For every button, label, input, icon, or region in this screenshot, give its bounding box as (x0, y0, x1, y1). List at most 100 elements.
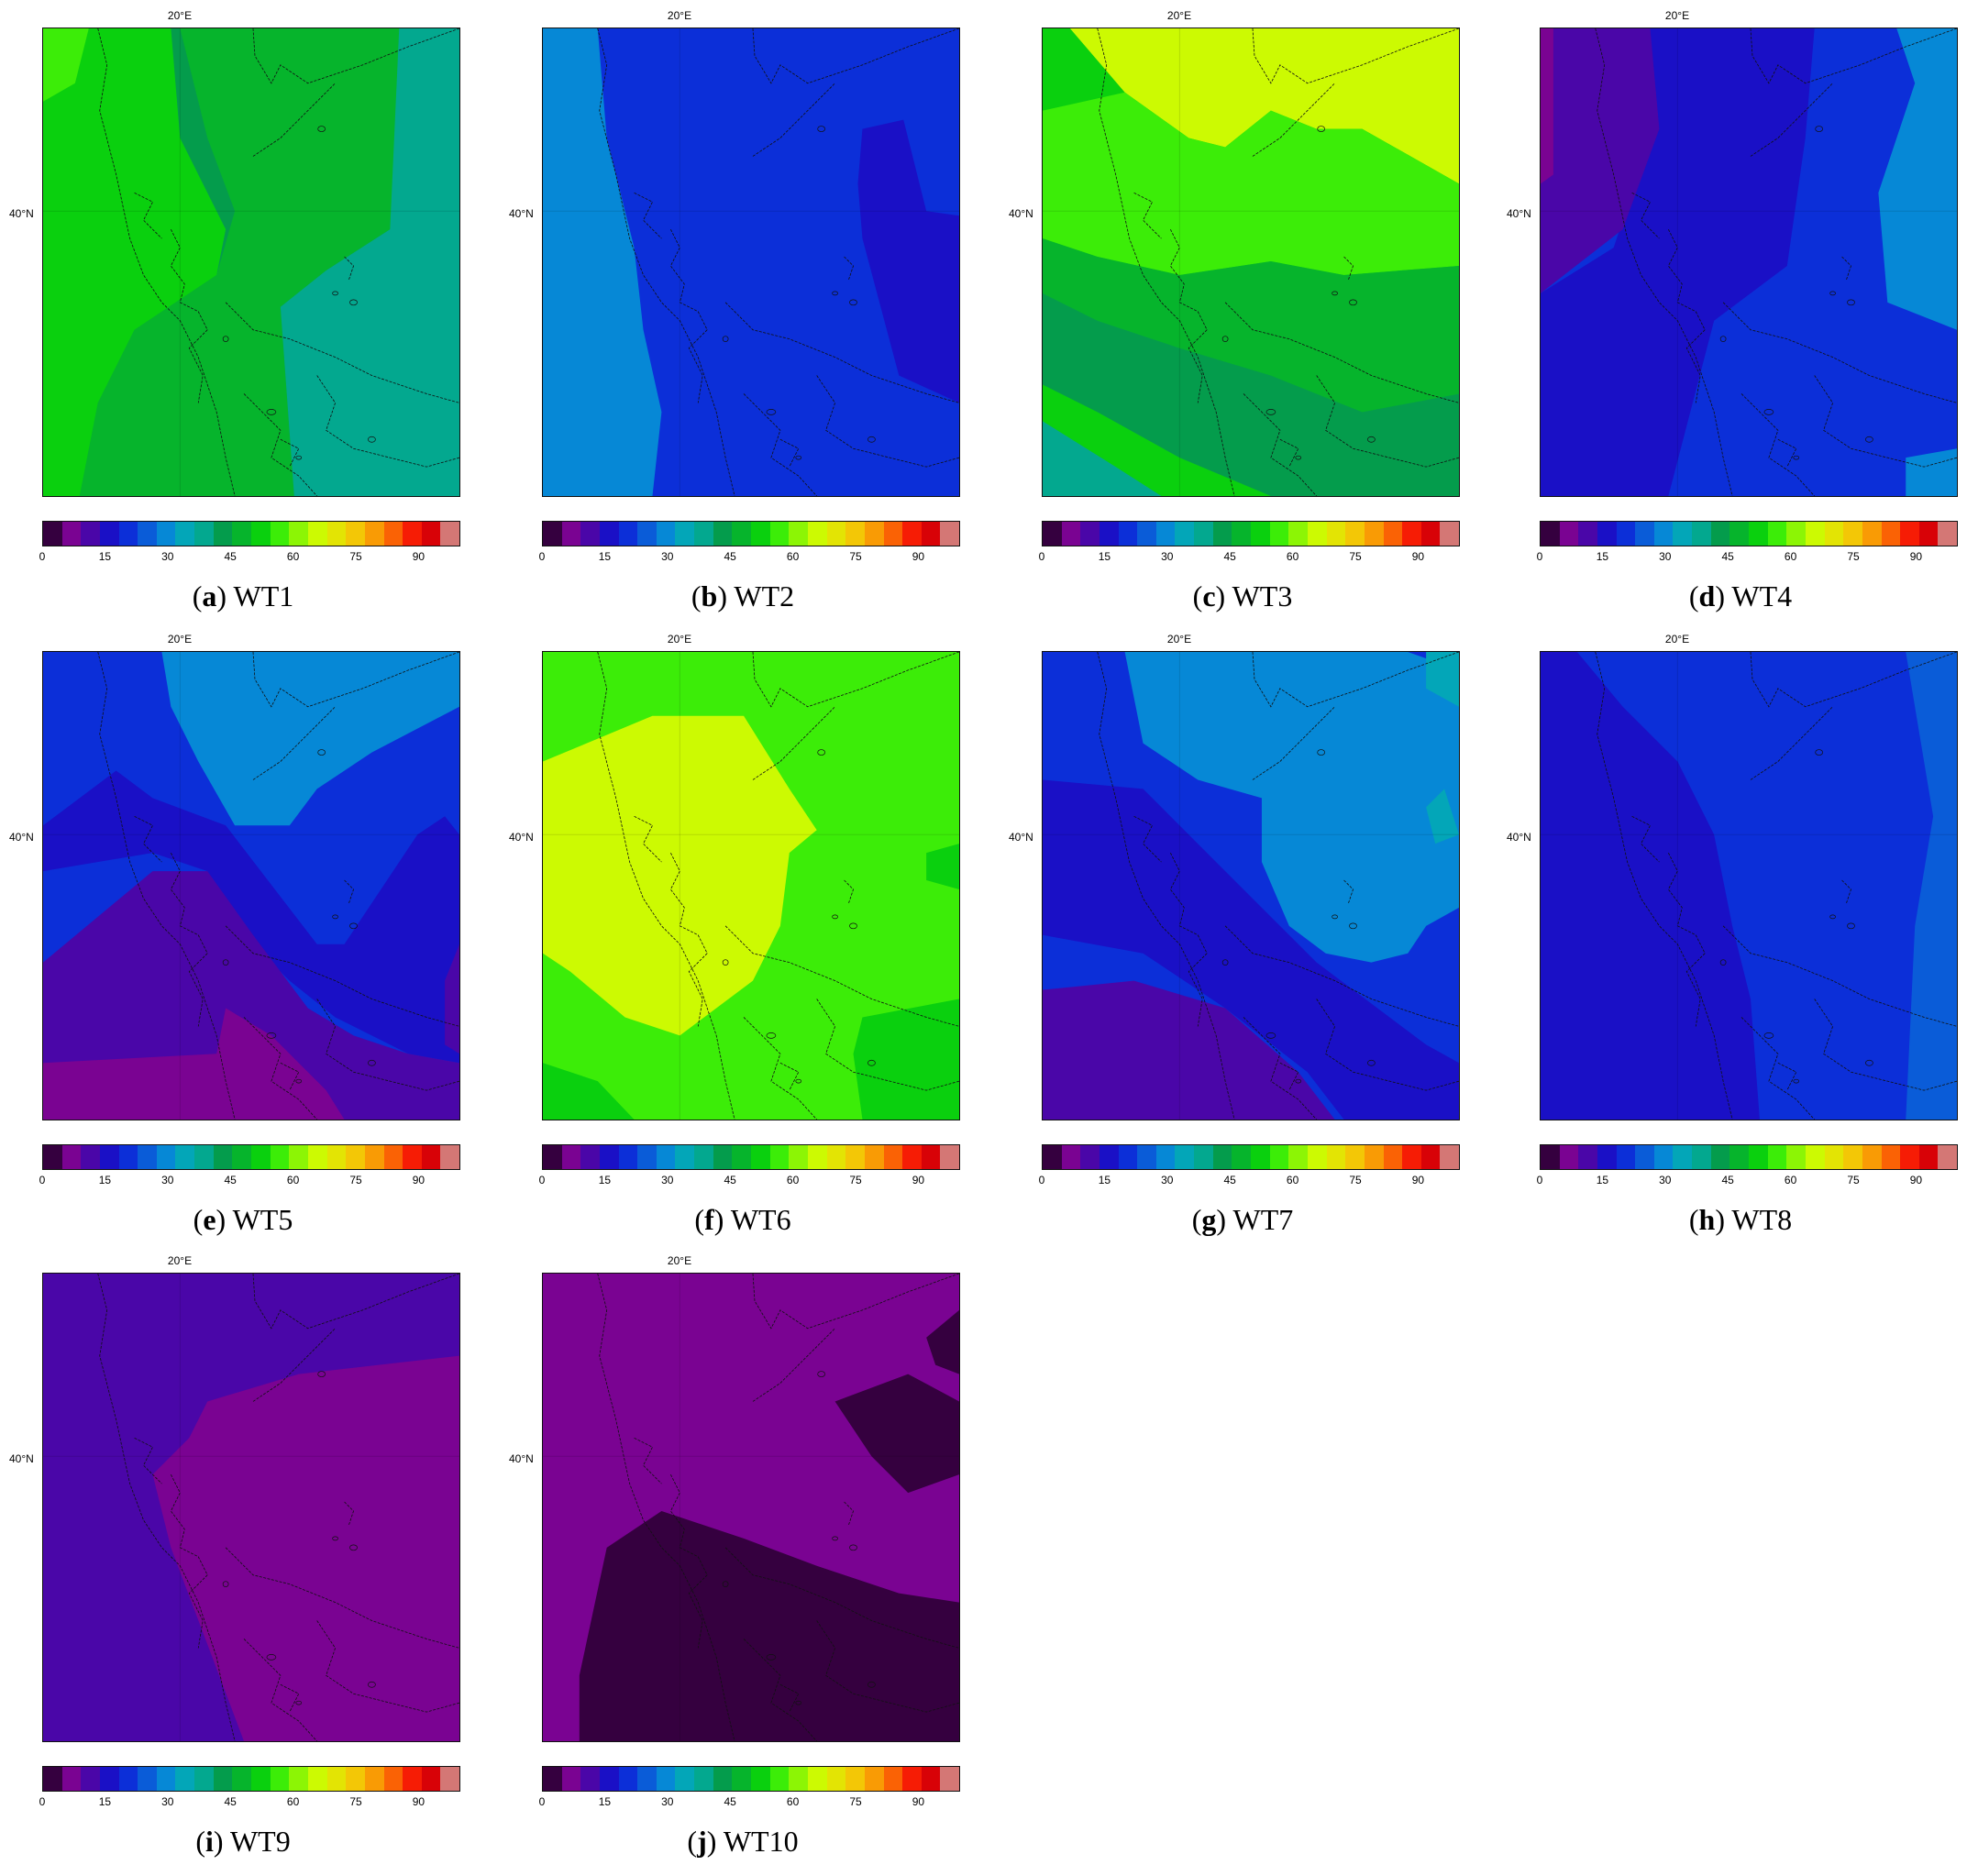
colorbar-swatch (346, 522, 365, 546)
colorbar-swatch (175, 1767, 195, 1791)
colorbar-tick-label: 45 (224, 550, 237, 563)
coastline (97, 1274, 236, 1741)
colorbar-swatch (845, 1767, 865, 1791)
contour-region (1541, 652, 1760, 1120)
colorbar-swatch (940, 1145, 960, 1169)
colorbar-swatch (326, 1145, 347, 1169)
colorbar-swatch (1364, 522, 1384, 546)
island-outline (1265, 1032, 1276, 1039)
colorbar-swatch (156, 1767, 176, 1791)
panel-caption: (j) WT10 (500, 1825, 986, 1859)
colorbar-swatch (1805, 1145, 1825, 1169)
longitude-label: 20°E (667, 9, 692, 22)
colorbar-swatch (1326, 1145, 1346, 1169)
island-outline (849, 922, 857, 930)
caption-name: WT5 (226, 1203, 293, 1236)
map-panel-j: 20°E 40°N 0 15 30 45 60 75 90 (j) WT10 (500, 1245, 986, 1859)
colorbar-swatch (732, 522, 752, 546)
colorbar-tick-label: 75 (849, 1174, 862, 1186)
colorbar-swatch (1440, 522, 1460, 546)
colorbar-tick-label: 60 (786, 1795, 800, 1808)
coastline (344, 1501, 354, 1526)
contour-map (1043, 28, 1459, 496)
colorbar-swatch (194, 522, 214, 546)
panel-caption: (b) WT2 (500, 579, 986, 613)
colorbar-swatch (1843, 522, 1862, 546)
coastline (816, 1620, 959, 1713)
colorbar-tick-label: 90 (1411, 550, 1425, 563)
map-panel-g: 20°E 40°N 0 15 30 45 60 75 90 (g) WT7 (1000, 623, 1486, 1238)
colorbar-swatch (789, 1145, 808, 1169)
colorbar-swatch (599, 1145, 619, 1169)
panel-caption: (f) WT6 (500, 1203, 986, 1237)
colorbar-swatch (599, 522, 619, 546)
colorbar-swatch (421, 522, 441, 546)
colorbar-tick-label: 30 (1161, 550, 1174, 563)
contour-map (43, 28, 459, 496)
colorbar-tick-label: 0 (538, 550, 546, 563)
colorbar-swatch (1673, 1145, 1693, 1169)
colorbar-tick-label: 0 (1536, 550, 1543, 563)
island-outline (849, 1544, 857, 1551)
colorbar-swatch (61, 1145, 82, 1169)
colorbar-tick-label: 75 (349, 550, 362, 563)
colorbar-swatch (1805, 522, 1825, 546)
colorbar (42, 1144, 460, 1170)
colorbar-swatch (1749, 522, 1768, 546)
colorbar-swatch (1616, 1145, 1636, 1169)
colorbar-tick-label: 60 (286, 1174, 300, 1186)
colorbar-swatch (1345, 1145, 1365, 1169)
coastline (252, 28, 459, 84)
island-outline (266, 1032, 277, 1039)
coastline (743, 1017, 817, 1120)
colorbar-swatch (118, 1145, 138, 1169)
coastline (597, 1274, 735, 1741)
colorbar-swatch (1635, 522, 1654, 546)
longitude-label: 20°E (167, 633, 193, 646)
island-outline (368, 436, 376, 443)
island-outline (349, 922, 358, 930)
contour-region (834, 1374, 959, 1494)
colorbar-tick-label: 60 (1286, 1174, 1299, 1186)
coastline (844, 256, 854, 281)
island-outline (1332, 914, 1338, 920)
colorbar-swatch (940, 522, 960, 546)
contour-region (1906, 652, 1957, 1120)
island-outline (332, 1536, 338, 1541)
island-outline (817, 749, 825, 756)
colorbar (1540, 521, 1958, 546)
coastline (170, 1473, 208, 1649)
coastline (243, 393, 317, 496)
colorbar-swatch (732, 1767, 752, 1791)
coastline (1750, 83, 1833, 157)
colorbar-swatch (1881, 1145, 1901, 1169)
contour-region (152, 1355, 459, 1741)
colorbar-swatch (326, 522, 347, 546)
colorbar-swatch (346, 1767, 365, 1791)
island-outline (1367, 436, 1376, 443)
coastline (1279, 1062, 1299, 1091)
coastline (779, 438, 800, 468)
island-outline (1349, 922, 1357, 930)
island-outline (867, 1681, 876, 1688)
caption-letter: (f) (694, 1203, 724, 1236)
island-outline (317, 1371, 326, 1377)
coastline (779, 1683, 800, 1713)
colorbar-swatch (81, 522, 100, 546)
colorbar-swatch (213, 522, 233, 546)
contour-region (1043, 292, 1459, 496)
coastline (225, 925, 459, 1027)
colorbar-tick-label: 15 (98, 550, 112, 563)
colorbar-tick-label: 90 (412, 1795, 425, 1808)
coastline (1631, 815, 1660, 863)
colorbar-swatch (1307, 1145, 1327, 1169)
map-area (42, 28, 460, 497)
colorbar-tick-label: 45 (1223, 1174, 1236, 1186)
coastline (134, 192, 162, 239)
colorbar-swatch (1194, 522, 1213, 546)
colorbar (1042, 1144, 1460, 1170)
colorbar-swatch (1364, 1145, 1384, 1169)
colorbar-swatch (618, 1767, 638, 1791)
colorbar-ticks: 0 15 30 45 60 75 90 (39, 1795, 460, 1810)
colorbar-tick-label: 75 (849, 1795, 862, 1808)
